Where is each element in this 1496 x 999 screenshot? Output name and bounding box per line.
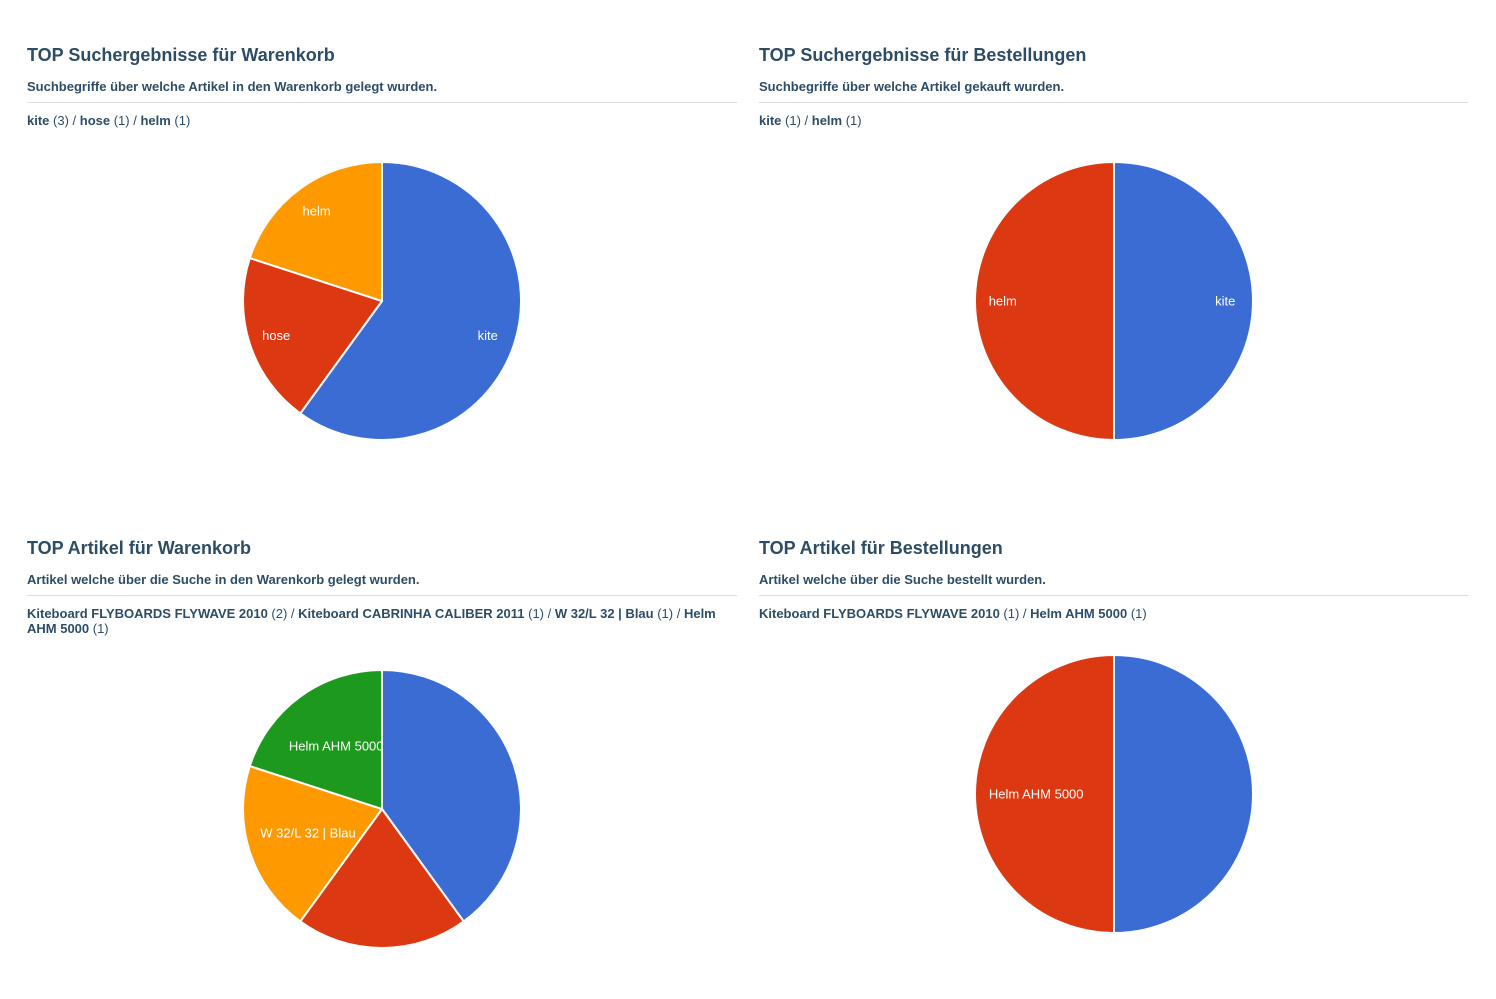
pie-slice-label: kite bbox=[1215, 294, 1235, 309]
pie-chart-search-terms-orders: kite helm bbox=[759, 161, 1468, 441]
panel-legend: kite (1) / helm (1) bbox=[759, 113, 862, 128]
pie-slice-kiteboard-flyboards-flywave-2010[interactable] bbox=[1112, 654, 1254, 934]
pie-slice-hose[interactable] bbox=[242, 257, 383, 415]
panel-title: TOP Suchergebnisse für Warenkorb bbox=[27, 45, 335, 65]
pie-slice-helm[interactable] bbox=[973, 161, 1115, 441]
legend-term: hose bbox=[79, 113, 111, 128]
legend-term: helm bbox=[811, 113, 843, 128]
pie-slice-w-32-l-32-blau[interactable] bbox=[242, 765, 383, 923]
pie-svg: kite hose helm bbox=[242, 161, 522, 441]
pie-svg: Helm AHM 5000 bbox=[973, 654, 1254, 934]
legend-term: kite bbox=[759, 113, 782, 128]
pie-slice-helm-ahm-5000[interactable] bbox=[248, 669, 383, 810]
pie-slice-label: Helm AHM 5000 bbox=[988, 787, 1083, 802]
legend-count: (1) bbox=[89, 621, 109, 636]
panel-subtitle: Suchbegriffe über welche Artikel gekauft… bbox=[759, 79, 1468, 103]
legend-count: (2) bbox=[267, 606, 288, 621]
legend-term: kite bbox=[27, 113, 50, 128]
pie-slice-label: hose bbox=[262, 328, 290, 343]
pie-svg: kite helm bbox=[973, 161, 1254, 441]
panel-title: TOP Artikel für Bestellungen bbox=[759, 538, 1003, 558]
pie-slice-kiteboard-cabrinha-caliber-2011[interactable] bbox=[299, 808, 465, 949]
pie-svg: W 32/L 32 | Blau Helm AHM 5000 bbox=[242, 669, 522, 949]
pie-chart-articles-orders: Helm AHM 5000 bbox=[759, 654, 1468, 934]
panel-title: TOP Artikel für Warenkorb bbox=[27, 538, 252, 558]
legend-count: (3) bbox=[49, 113, 69, 128]
pie-slice-kite[interactable] bbox=[299, 161, 522, 441]
pie-slice-label: helm bbox=[303, 204, 331, 219]
pie-slice-kiteboard-flyboards-flywave-2010[interactable] bbox=[381, 669, 522, 923]
legend-term: Kiteboard CABRINHA CALIBER 2011 bbox=[298, 606, 525, 621]
legend-term: Helm AHM 5000 bbox=[1030, 606, 1128, 621]
panel-legend: kite (3) / hose (1) / helm (1) bbox=[27, 113, 191, 128]
legend-term: Kiteboard FLYBOARDS FLYWAVE 2010 bbox=[27, 606, 268, 621]
pie-slice-helm-ahm-5000[interactable] bbox=[973, 654, 1115, 934]
pie-slice-label: helm bbox=[988, 294, 1016, 309]
legend-count: (1) bbox=[999, 606, 1020, 621]
panel-top-articles-cart: TOP Artikel für Warenkorb Artikel welche… bbox=[27, 538, 737, 949]
panel-subtitle: Artikel welche über die Suche in den War… bbox=[27, 572, 737, 596]
pie-slice-helm[interactable] bbox=[248, 161, 383, 302]
pie-slice-label: kite bbox=[478, 328, 498, 343]
legend-count: (1) bbox=[781, 113, 801, 128]
panel-top-search-terms-orders: TOP Suchergebnisse für Bestellungen Such… bbox=[759, 45, 1468, 441]
panel-top-articles-orders: TOP Artikel für Bestellungen Artikel wel… bbox=[759, 538, 1468, 934]
pie-chart-articles-cart: W 32/L 32 | Blau Helm AHM 5000 bbox=[27, 669, 737, 949]
pie-slice-label: Helm AHM 5000 bbox=[289, 739, 384, 754]
pie-chart-search-terms-cart: kite hose helm bbox=[27, 161, 737, 441]
legend-count: (1) bbox=[524, 606, 544, 621]
legend-term: Helm AHM 5000 bbox=[27, 606, 716, 636]
legend-count: (1) bbox=[1127, 606, 1147, 621]
panel-title: TOP Suchergebnisse für Bestellungen bbox=[759, 45, 1087, 65]
pie-slice-label: W 32/L 32 | Blau bbox=[260, 826, 355, 841]
legend-count: (1) bbox=[170, 113, 191, 128]
legend-count: (1) bbox=[110, 113, 130, 128]
panel-legend: Kiteboard FLYBOARDS FLYWAVE 2010 (2) / K… bbox=[27, 606, 716, 636]
legend-count: (1) bbox=[653, 606, 674, 621]
panel-legend: Kiteboard FLYBOARDS FLYWAVE 2010 (1) / H… bbox=[759, 606, 1147, 621]
legend-count: (1) bbox=[842, 113, 862, 128]
pie-slice-kite[interactable] bbox=[1112, 161, 1254, 441]
panel-subtitle: Suchbegriffe über welche Artikel in den … bbox=[27, 79, 737, 103]
legend-term: Kiteboard FLYBOARDS FLYWAVE 2010 bbox=[759, 606, 1000, 621]
legend-term: helm bbox=[140, 113, 171, 128]
panel-top-search-terms-cart: TOP Suchergebnisse für Warenkorb Suchbeg… bbox=[27, 45, 737, 441]
panel-subtitle: Artikel welche über die Suche bestellt w… bbox=[759, 572, 1468, 596]
legend-term: W 32/L 32 | Blau bbox=[554, 606, 654, 621]
